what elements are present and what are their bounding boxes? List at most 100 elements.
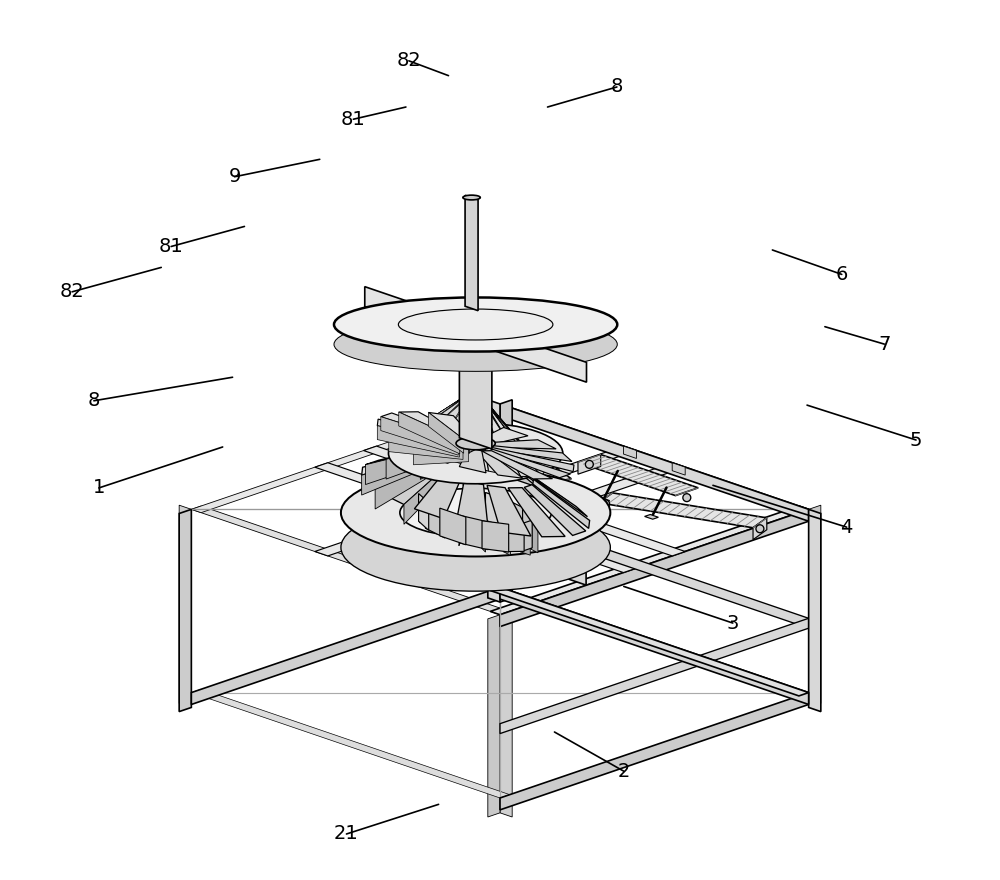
Polygon shape [520,524,530,555]
Ellipse shape [334,318,617,371]
Polygon shape [191,506,510,615]
Text: 81: 81 [341,110,366,128]
Polygon shape [377,419,460,444]
Polygon shape [479,402,505,474]
Polygon shape [407,396,465,438]
Ellipse shape [480,430,488,438]
Polygon shape [364,458,425,489]
Polygon shape [645,515,658,519]
Polygon shape [483,440,556,449]
Polygon shape [399,412,470,440]
Polygon shape [508,488,565,537]
Polygon shape [500,404,809,521]
Text: 8: 8 [88,392,100,410]
Polygon shape [191,404,510,513]
Polygon shape [419,494,429,531]
Polygon shape [485,400,543,469]
Polygon shape [469,426,571,483]
Polygon shape [423,399,469,455]
Ellipse shape [463,195,480,200]
Polygon shape [437,400,471,461]
Polygon shape [500,510,809,627]
Polygon shape [503,524,524,552]
Ellipse shape [334,297,617,351]
Ellipse shape [398,309,553,340]
Polygon shape [491,447,574,472]
Ellipse shape [553,483,561,491]
Polygon shape [419,486,431,517]
Polygon shape [482,521,509,552]
Text: 7: 7 [878,334,891,354]
Polygon shape [480,398,514,451]
Text: 1: 1 [93,479,105,497]
Text: 21: 21 [334,825,359,844]
Polygon shape [365,449,427,465]
Text: 6: 6 [836,265,848,284]
Polygon shape [465,418,492,443]
Polygon shape [482,451,553,479]
Polygon shape [463,488,492,522]
Polygon shape [375,465,425,509]
Polygon shape [408,397,466,443]
Polygon shape [465,195,478,311]
Polygon shape [523,507,533,544]
Polygon shape [809,505,821,708]
Polygon shape [443,485,469,517]
Polygon shape [440,508,466,545]
Polygon shape [809,510,821,712]
Polygon shape [362,452,418,475]
Ellipse shape [756,524,764,532]
Polygon shape [191,587,500,705]
Text: 82: 82 [396,51,421,70]
Text: 4: 4 [840,517,853,537]
Polygon shape [520,520,532,552]
Polygon shape [407,396,466,434]
Text: 3: 3 [727,613,739,633]
Polygon shape [506,499,526,537]
Polygon shape [476,428,528,445]
Polygon shape [500,615,512,817]
Polygon shape [578,455,601,474]
Polygon shape [511,465,569,502]
Polygon shape [411,395,466,431]
Polygon shape [179,510,191,712]
Polygon shape [315,446,636,556]
Polygon shape [483,402,533,477]
Text: 2: 2 [618,762,630,781]
Polygon shape [389,437,463,459]
Polygon shape [500,513,809,628]
Polygon shape [469,426,498,443]
Polygon shape [386,449,443,459]
Polygon shape [533,480,590,528]
Polygon shape [470,401,488,471]
Polygon shape [490,587,809,696]
Polygon shape [459,448,486,473]
Polygon shape [425,501,445,538]
Polygon shape [404,472,440,524]
Polygon shape [381,413,464,441]
Polygon shape [431,395,470,432]
Polygon shape [481,402,521,476]
Polygon shape [599,493,767,528]
Ellipse shape [341,469,610,556]
Polygon shape [475,450,523,478]
Polygon shape [488,615,500,817]
Polygon shape [500,587,809,705]
Ellipse shape [585,460,593,468]
Text: 5: 5 [910,430,922,450]
Polygon shape [414,473,461,518]
Polygon shape [490,457,537,487]
Polygon shape [483,399,528,458]
Polygon shape [423,445,475,463]
Polygon shape [379,429,463,445]
Polygon shape [465,418,469,454]
Polygon shape [179,505,191,708]
Polygon shape [365,451,419,485]
Polygon shape [459,354,492,449]
Polygon shape [533,516,536,547]
Polygon shape [377,426,459,457]
Ellipse shape [388,422,563,484]
Ellipse shape [683,494,691,502]
Ellipse shape [400,488,551,537]
Polygon shape [456,480,488,530]
